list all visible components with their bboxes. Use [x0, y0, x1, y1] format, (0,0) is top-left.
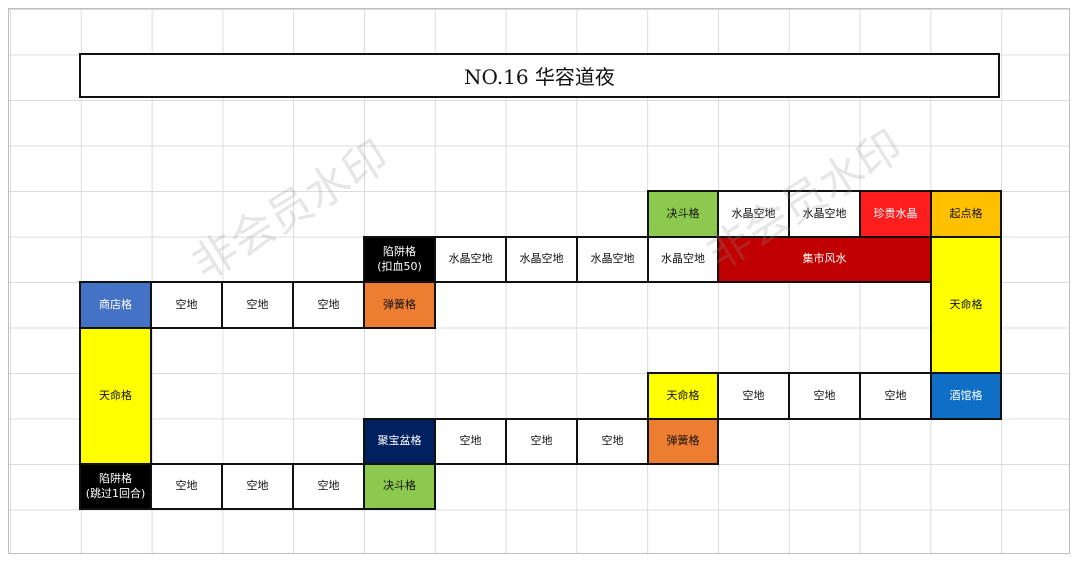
board-cell: 天命格 — [647, 372, 719, 420]
board-cell: 空地 — [717, 372, 790, 420]
board-cell: 起点格 — [930, 190, 1002, 238]
board-cell: 决斗格 — [363, 463, 436, 510]
board-cell: 商店格 — [79, 281, 152, 329]
board-cell: 空地 — [505, 418, 578, 465]
board-cell: 陷阱格 (扣血50) — [363, 236, 436, 283]
board-cell: 酒馆格 — [930, 372, 1002, 420]
board-cell: 水晶空地 — [505, 236, 578, 283]
board-cell: 天命格 — [79, 327, 152, 465]
board-cell: 水晶空地 — [647, 236, 719, 283]
board-cell: 空地 — [859, 372, 932, 420]
board-cell: 天命格 — [930, 236, 1002, 374]
board-cell: 空地 — [221, 281, 294, 329]
board-cell: 空地 — [576, 418, 649, 465]
board-cell: 空地 — [292, 463, 365, 510]
board-cell: 水晶空地 — [434, 236, 507, 283]
board-cell: 集市风水 — [717, 236, 932, 283]
board-cell: 聚宝盆格 — [363, 418, 436, 465]
board-cell: 水晶空地 — [576, 236, 649, 283]
board-cell: 弹簧格 — [363, 281, 436, 329]
board-cell: 水晶空地 — [788, 190, 861, 238]
page-title: NO.16 华容道夜 — [79, 53, 1000, 98]
board-cell: 决斗格 — [647, 190, 719, 238]
board-cell: 空地 — [150, 281, 223, 329]
board-cell: 珍贵水晶 — [859, 190, 932, 238]
board-cell: 空地 — [150, 463, 223, 510]
board-cell: 空地 — [221, 463, 294, 510]
board-cell: 弹簧格 — [647, 418, 719, 465]
board-cell: 空地 — [788, 372, 861, 420]
board-cell: 空地 — [292, 281, 365, 329]
board-cell: 陷阱格 (跳过1回合) — [79, 463, 152, 510]
board-cell: 水晶空地 — [717, 190, 790, 238]
board-cell: 空地 — [434, 418, 507, 465]
